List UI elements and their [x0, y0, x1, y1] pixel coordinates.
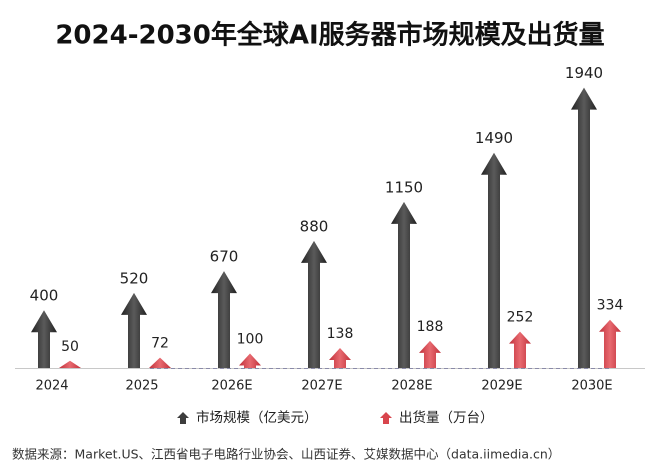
- arrow-bar: [239, 353, 261, 368]
- value-label: 400: [30, 287, 59, 305]
- value-label: 520: [120, 269, 149, 287]
- x-tick-label: 2024: [35, 379, 68, 394]
- value-label: 100: [237, 332, 264, 348]
- arrow-bar: [329, 348, 351, 368]
- arrow-bar: [211, 271, 237, 368]
- legend-label: 市场规模（亿美元）: [196, 409, 318, 426]
- value-label: 670: [210, 248, 239, 266]
- arrow-bar: [121, 292, 147, 368]
- value-label: 252: [507, 310, 534, 326]
- arrow-bar: [301, 240, 327, 368]
- x-tick-label: 2026E: [211, 379, 252, 394]
- x-tick-label: 2025: [125, 379, 158, 394]
- x-tick-label: 2029E: [481, 379, 522, 394]
- value-label: 880: [300, 217, 329, 235]
- value-label: 188: [417, 319, 444, 335]
- arrow-bar: [391, 201, 417, 368]
- arrow-bar: [599, 319, 621, 368]
- arrow-bar: [419, 340, 441, 368]
- x-tick-label: 2030E: [571, 379, 612, 394]
- value-label: 334: [597, 298, 624, 314]
- legend-swatch: [177, 412, 189, 424]
- chart-title: 2024-2030年全球AI服务器市场规模及出货量: [55, 20, 604, 51]
- legend-swatch: [380, 412, 392, 424]
- value-label: 1150: [385, 178, 423, 196]
- value-label: 50: [61, 339, 79, 355]
- x-tick-label: 2028E: [391, 379, 432, 394]
- arrow-bar: [481, 152, 507, 368]
- arrow-bar: [571, 87, 597, 369]
- source-note: 数据来源：Market.US、江西省电子电路行业协会、山西证券、艾媒数据中心（d…: [12, 447, 560, 462]
- legend-label: 出货量（万台）: [399, 409, 494, 426]
- value-label: 138: [327, 326, 354, 342]
- value-label: 72: [151, 336, 169, 352]
- arrow-bar: [509, 331, 531, 368]
- value-label: 1940: [565, 64, 603, 82]
- x-tick-label: 2027E: [301, 379, 342, 394]
- arrow-bar: [59, 360, 81, 368]
- value-label: 1490: [475, 129, 513, 147]
- arrow-bar: [149, 357, 171, 368]
- arrow-bar: [31, 310, 57, 368]
